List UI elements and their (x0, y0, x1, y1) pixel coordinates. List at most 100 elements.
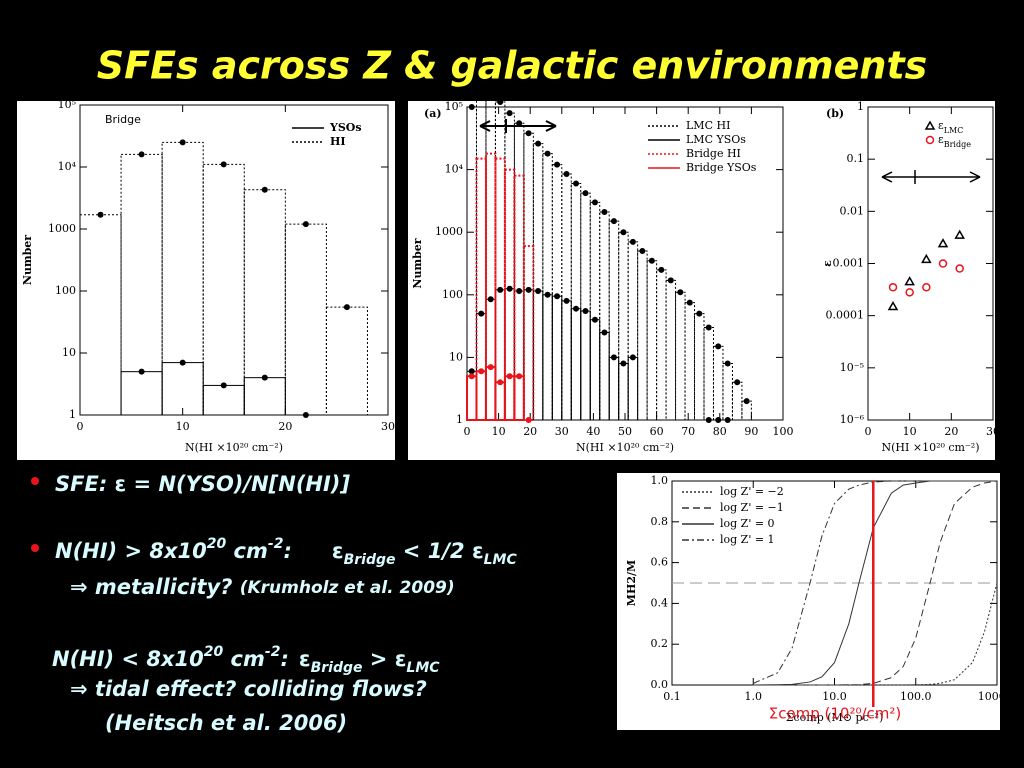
x-axis-label: N(HI ×10²⁰ cm⁻²) (576, 441, 674, 454)
legend-swatch (924, 120, 936, 130)
bullet-text: SFE: ε = N(YSO)/N[N(HI)] (55, 472, 350, 496)
y-tick-label: 10⁴ (445, 163, 464, 176)
y-tick-label: 0.4 (651, 596, 669, 609)
y-tick-label: 1000 (435, 225, 463, 238)
panel (617, 473, 1000, 730)
legend-name: Bridge HI (686, 147, 741, 160)
y-tick-label: 0.1 (847, 152, 865, 165)
point (639, 248, 646, 255)
y-tick-label: 10 (449, 350, 463, 363)
legend-label: log Z' = −1 (720, 501, 784, 514)
y-tick-label: 1.0 (651, 474, 669, 487)
x-tick-label: 50 (618, 425, 632, 438)
point (573, 305, 580, 312)
point (261, 186, 268, 193)
x-tick-label: 20 (278, 420, 292, 433)
point (468, 373, 475, 380)
point (629, 354, 636, 361)
point (582, 190, 589, 197)
point (487, 89, 494, 96)
y-tick-label: 10⁴ (58, 160, 77, 173)
legend-sub: LMC (944, 126, 964, 135)
bullet (31, 477, 39, 485)
point (563, 297, 570, 304)
x-tick-label: 40 (586, 425, 600, 438)
y-tick-label: 0.0 (651, 678, 669, 691)
point (516, 288, 523, 295)
point (563, 171, 570, 178)
legend-label: LMC YSOs (686, 133, 746, 146)
bullet-text: N(HI) > 8x1020 cm-2: εBridge < 1/2 εLMC (55, 536, 517, 568)
legend-name: log Z' = −1 (720, 501, 784, 514)
point (955, 264, 964, 273)
y-tick-label: 1 (69, 408, 76, 421)
text-line: ⇒ tidal effect? colliding flows? (70, 677, 427, 701)
y-tick-label: 0.0001 (826, 309, 865, 322)
point (554, 161, 561, 168)
point (535, 288, 542, 295)
point (525, 286, 532, 293)
point (487, 364, 494, 371)
legend-name: ε (938, 133, 944, 146)
legend-label: Bridge YSOs (686, 161, 757, 174)
point (696, 310, 703, 317)
point (677, 289, 684, 296)
y-tick-label: 10⁻⁶ (840, 413, 865, 426)
legend-label: YSOs (329, 121, 362, 134)
point (478, 85, 485, 92)
point (478, 368, 485, 375)
point (686, 299, 693, 306)
point (937, 238, 949, 248)
legend-name: log Z' = 1 (720, 533, 775, 546)
point (97, 211, 104, 218)
legend-name: log Z' = 0 (720, 517, 775, 530)
point (582, 308, 589, 315)
x-tick-label: 60 (650, 425, 664, 438)
point (610, 354, 617, 361)
point (478, 310, 485, 317)
point (888, 283, 898, 292)
line (753, 582, 998, 686)
y-tick-label: 10⁵ (58, 98, 76, 111)
y-axis-label: MH2/M (625, 560, 638, 606)
point (705, 417, 712, 423)
x-tick-label: 0 (77, 420, 84, 433)
point (620, 360, 627, 367)
point (497, 99, 504, 106)
point (573, 180, 580, 187)
panel-label: (b) (826, 107, 844, 120)
y-tick-label: 1 (456, 413, 463, 426)
point (715, 343, 722, 350)
point (629, 238, 636, 245)
point (497, 286, 504, 293)
x-tick-label: 10 (903, 425, 917, 438)
point (904, 276, 915, 286)
legend-name: YSOs (329, 121, 362, 134)
x-tick-label: 0 (464, 425, 471, 438)
legend-label: HI (330, 135, 346, 148)
point (535, 140, 542, 147)
point (343, 304, 350, 311)
x-axis-label: Σcomp (M⊙ pc⁻²) (786, 711, 884, 724)
y-tick-label: 0.8 (651, 515, 669, 528)
point (724, 360, 731, 367)
point (610, 218, 617, 225)
bullet (31, 544, 39, 552)
point (179, 359, 186, 366)
legend-label: Bridge HI (686, 147, 741, 160)
x-tick-label: 100.0 (900, 690, 932, 703)
x-tick-label: 10 (176, 420, 190, 433)
point (525, 130, 532, 137)
point (648, 257, 655, 264)
panel-label: (a) (424, 107, 442, 120)
point (179, 139, 186, 146)
y-tick-label: 0.01 (840, 204, 865, 217)
legend-name: Bridge YSOs (686, 161, 757, 174)
point (734, 379, 741, 386)
arrow (881, 170, 981, 184)
point (591, 316, 598, 323)
legend-name: LMC YSOs (686, 133, 746, 146)
legend-sub: Bridge (944, 140, 972, 149)
y-tick-label: 10⁻⁵ (840, 361, 864, 374)
